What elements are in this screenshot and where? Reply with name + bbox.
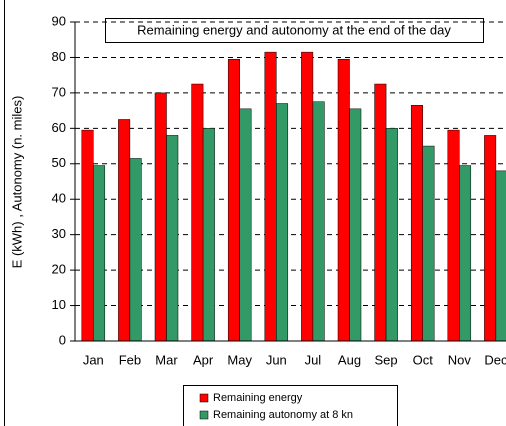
x-tick-label: Oct — [413, 352, 434, 367]
legend-box — [183, 385, 398, 426]
y-tick-label: 80 — [52, 49, 66, 64]
x-tick-label: Aug — [338, 352, 361, 367]
x-tick-label: Nov — [448, 352, 472, 367]
bar — [81, 129, 94, 342]
x-tick-label: Jun — [266, 352, 287, 367]
y-tick-label: 40 — [52, 191, 66, 206]
bar — [202, 128, 215, 342]
bar — [118, 119, 131, 342]
bar — [349, 108, 362, 342]
legend-swatch — [199, 393, 209, 403]
bar — [385, 128, 398, 342]
y-tick-label: 70 — [52, 84, 66, 99]
y-tick-label: 30 — [52, 226, 66, 241]
bar — [129, 158, 142, 342]
bar — [301, 51, 314, 342]
x-tick-label: Jul — [305, 352, 322, 367]
bar — [410, 105, 423, 342]
bar — [337, 58, 350, 342]
chart-title: Remaining energy and autonomy at the end… — [137, 22, 451, 37]
bar — [447, 129, 460, 342]
bar — [459, 165, 472, 342]
bar — [264, 51, 277, 342]
x-tick-label: Apr — [193, 352, 214, 367]
bar — [495, 170, 506, 342]
bar — [191, 83, 204, 342]
bar — [239, 108, 252, 342]
x-tick-label: Dec — [484, 352, 506, 367]
legend-label: Remaining autonomy at 8 kn — [213, 409, 353, 421]
y-tick-label: 60 — [52, 120, 66, 135]
bar — [93, 165, 106, 342]
x-tick-label: Jan — [83, 352, 104, 367]
x-tick-label: Sep — [375, 352, 398, 367]
y-tick-label: 10 — [52, 297, 66, 312]
bar — [276, 103, 289, 342]
y-tick-label: 50 — [52, 155, 66, 170]
y-tick-label: 90 — [52, 13, 66, 28]
x-tick-label: Feb — [119, 352, 141, 367]
bar — [154, 92, 167, 342]
y-axis-label: E (kWh) , Autonomy (n. miles) — [9, 96, 24, 269]
legend-swatch — [199, 410, 209, 420]
y-tick-label: 20 — [52, 262, 66, 277]
x-tick-label: Mar — [155, 352, 178, 367]
bar — [166, 135, 179, 342]
y-tick-label: 0 — [59, 332, 66, 347]
bar — [374, 83, 387, 342]
bar — [422, 145, 435, 342]
bar — [484, 135, 497, 342]
legend-label: Remaining energy — [213, 392, 303, 404]
bar — [312, 101, 325, 342]
x-tick-label: May — [227, 352, 252, 367]
bar — [227, 58, 240, 342]
